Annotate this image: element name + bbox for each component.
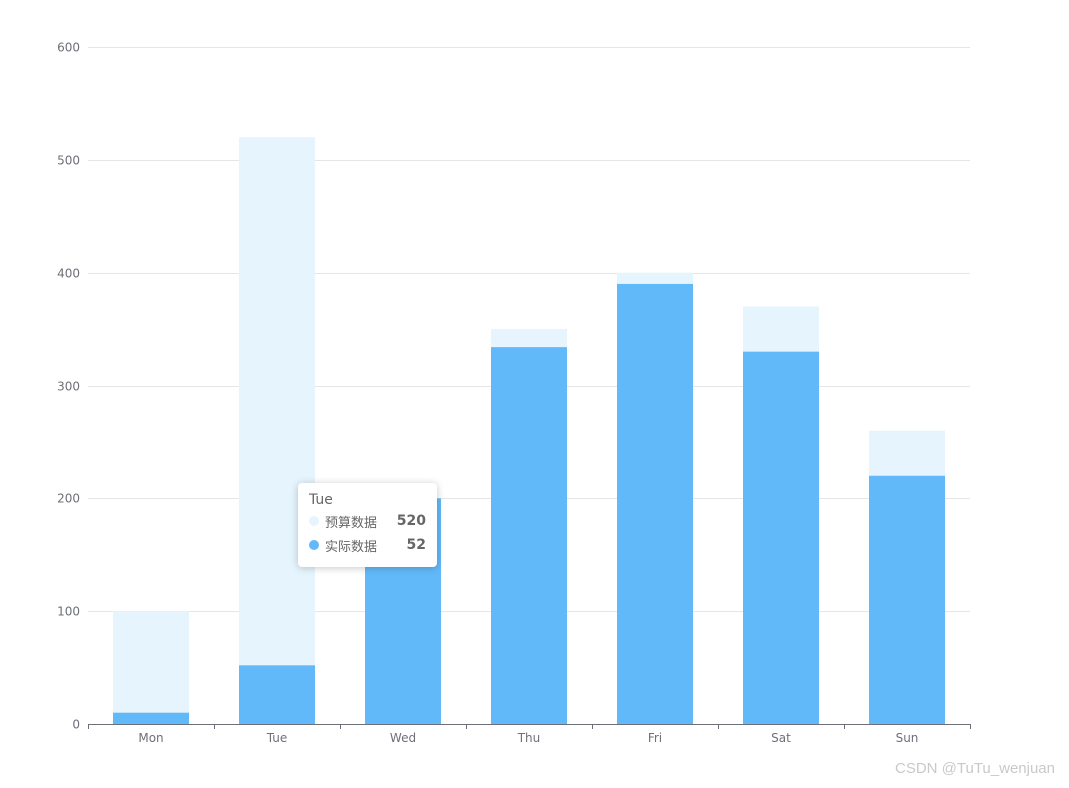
axes: 0 100 200 300 400 500 600 Mon Tue Wed Thu Fri Sat Sun: [57, 41, 971, 745]
x-tick-label: Mon: [138, 731, 163, 745]
tooltip-series-name: 实际数据: [325, 539, 378, 555]
bar-budget[interactable]: [113, 611, 189, 724]
bar-actual[interactable]: [113, 712, 189, 724]
y-tick-label: 500: [57, 154, 80, 168]
bar-actual[interactable]: [491, 347, 567, 724]
tooltip-row-actual: 实际数据 52: [309, 533, 426, 557]
x-tick-label: Thu: [517, 731, 541, 745]
legend-dot-icon: [309, 516, 319, 526]
y-tick-label: 100: [57, 605, 80, 619]
bar-budget[interactable]: [239, 137, 315, 724]
tooltip: Tue 预算数据 520 实际数据 52: [298, 483, 437, 567]
y-tick-label: 200: [57, 492, 80, 506]
tooltip-row-budget: 预算数据 520: [309, 509, 426, 533]
legend-dot-icon: [309, 540, 319, 550]
tooltip-series-value: 520: [396, 513, 426, 529]
x-tick-label: Wed: [390, 731, 416, 745]
tooltip-series-value: 52: [406, 537, 426, 553]
x-tick-label: Sat: [771, 731, 791, 745]
bar-actual[interactable]: [617, 283, 693, 724]
x-tick-label: Sun: [896, 731, 919, 745]
bar-actual[interactable]: [869, 475, 945, 724]
watermark: CSDN @TuTu_wenjuan: [894, 760, 1055, 777]
y-tick-label: 0: [72, 718, 80, 732]
tooltip-series-name: 预算数据: [325, 515, 378, 531]
y-tick-label: 600: [57, 41, 80, 55]
x-tick-label: Fri: [648, 731, 662, 745]
x-tick-label: Tue: [266, 731, 288, 745]
bar-actual[interactable]: [239, 665, 315, 724]
bars: [113, 137, 945, 724]
bar-actual[interactable]: [743, 351, 819, 724]
tooltip-title: Tue: [309, 492, 333, 508]
y-tick-label: 400: [57, 267, 80, 281]
y-tick-label: 300: [57, 380, 80, 394]
